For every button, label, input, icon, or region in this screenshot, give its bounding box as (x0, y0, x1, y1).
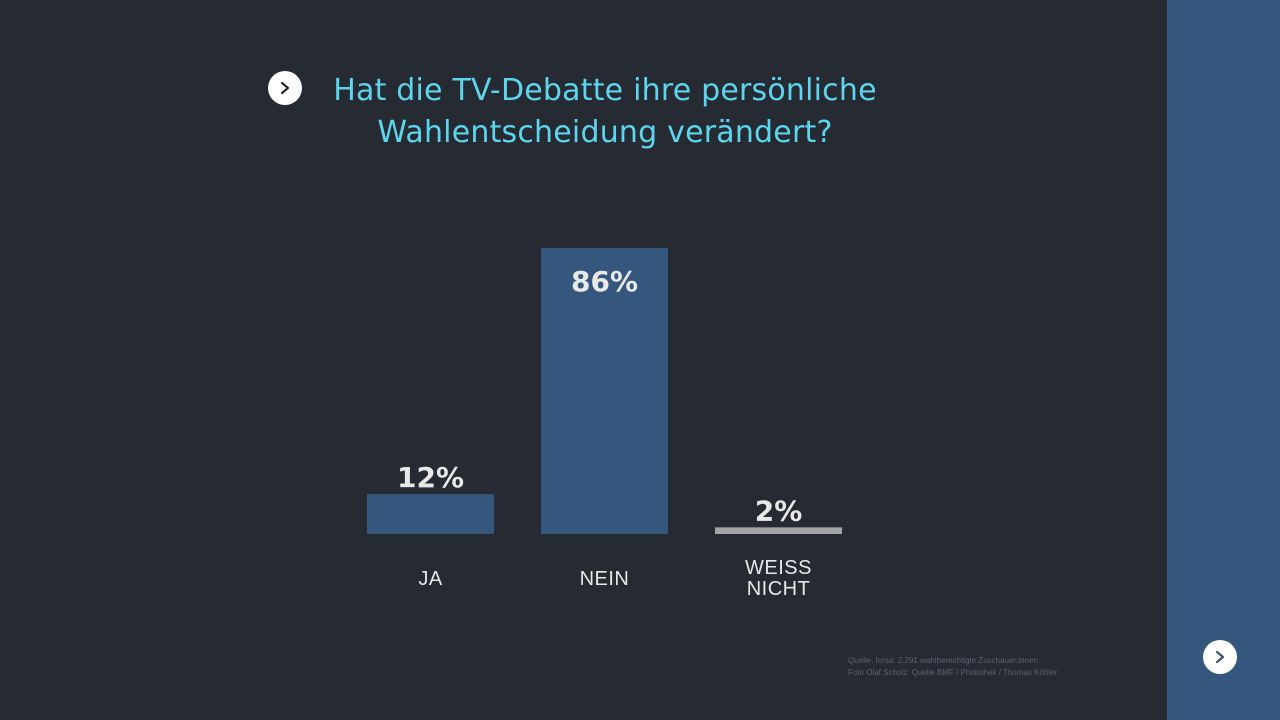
bar-1 (541, 248, 668, 534)
bar-value-label-0: 12% (397, 461, 464, 494)
category-label-2-1: NICHT (747, 578, 811, 600)
next-slide-button[interactable] (1203, 640, 1237, 674)
source-note: Quelle: forsa: 2.291 wahlberechtigte Zus… (848, 655, 1057, 679)
side-panel (1167, 0, 1280, 720)
bar-2 (715, 527, 842, 534)
category-label-0-0: JA (418, 568, 443, 590)
category-label-1-0: NEIN (580, 568, 630, 590)
source-line-1: Quelle: forsa: 2.291 wahlberechtigte Zus… (848, 656, 1038, 665)
source-line-2: Foto Olaf Scholz: Quelle BMF / Photothek… (848, 668, 1058, 677)
chevron-right-icon (1215, 650, 1225, 664)
chevron-right-icon[interactable] (268, 71, 302, 105)
bar-value-label-2: 2% (755, 494, 803, 527)
chart-title-line-1: Hat die TV-Debatte ihre persönliche (333, 73, 877, 108)
category-label-2-0: WEISS (745, 557, 812, 579)
chart-title: Hat die TV-Debatte ihre persönliche Wahl… (305, 70, 905, 154)
chevron-right-icon-glyph (280, 81, 290, 95)
chart-title-line-2: Wahlentscheidung verändert? (377, 115, 833, 150)
bar-value-label-1: 86% (571, 265, 638, 298)
bar-0 (367, 494, 494, 534)
